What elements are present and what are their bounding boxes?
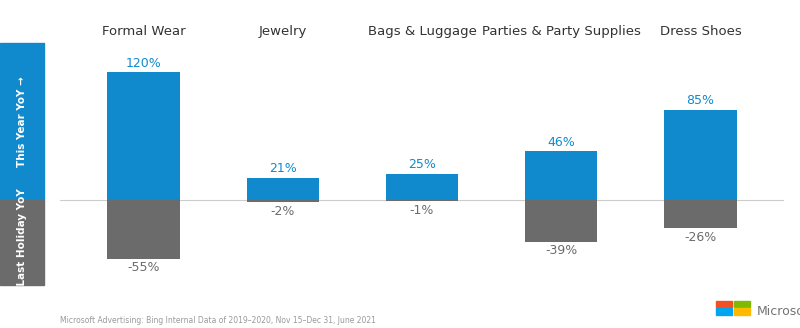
Text: -2%: -2% [270, 205, 295, 218]
Bar [525, 151, 598, 200]
Text: -39%: -39% [545, 244, 578, 257]
Bar [107, 72, 180, 200]
Text: 21%: 21% [269, 162, 297, 175]
Text: Parties & Party Supplies: Parties & Party Supplies [482, 25, 641, 38]
Bar [525, 200, 598, 242]
Text: -1%: -1% [410, 204, 434, 217]
Text: -55%: -55% [127, 261, 160, 275]
Bar [664, 110, 737, 200]
Text: 85%: 85% [686, 94, 714, 107]
Bar [386, 200, 458, 201]
Bar [246, 200, 319, 202]
Text: -26%: -26% [684, 231, 717, 243]
Bar [246, 178, 319, 200]
Text: Bags & Luggage: Bags & Luggage [367, 25, 477, 38]
Text: Microsoft Advertising: Bing Internal Data of 2019–2020, Nov 15–Dec 31, June 2021: Microsoft Advertising: Bing Internal Dat… [60, 316, 376, 325]
Text: Dress Shoes: Dress Shoes [659, 25, 742, 38]
Bar [386, 174, 458, 200]
Text: This Year YoY →: This Year YoY → [17, 76, 27, 167]
Bar [664, 200, 737, 228]
Text: Formal Wear: Formal Wear [102, 25, 186, 38]
Bar [107, 200, 180, 259]
Text: ← Last Holiday YoY: ← Last Holiday YoY [17, 188, 27, 297]
Text: 25%: 25% [408, 158, 436, 171]
Text: 46%: 46% [547, 135, 575, 149]
Text: Jewelry: Jewelry [258, 25, 307, 38]
Text: 120%: 120% [126, 57, 162, 70]
Text: Microsoft: Microsoft [757, 305, 800, 318]
